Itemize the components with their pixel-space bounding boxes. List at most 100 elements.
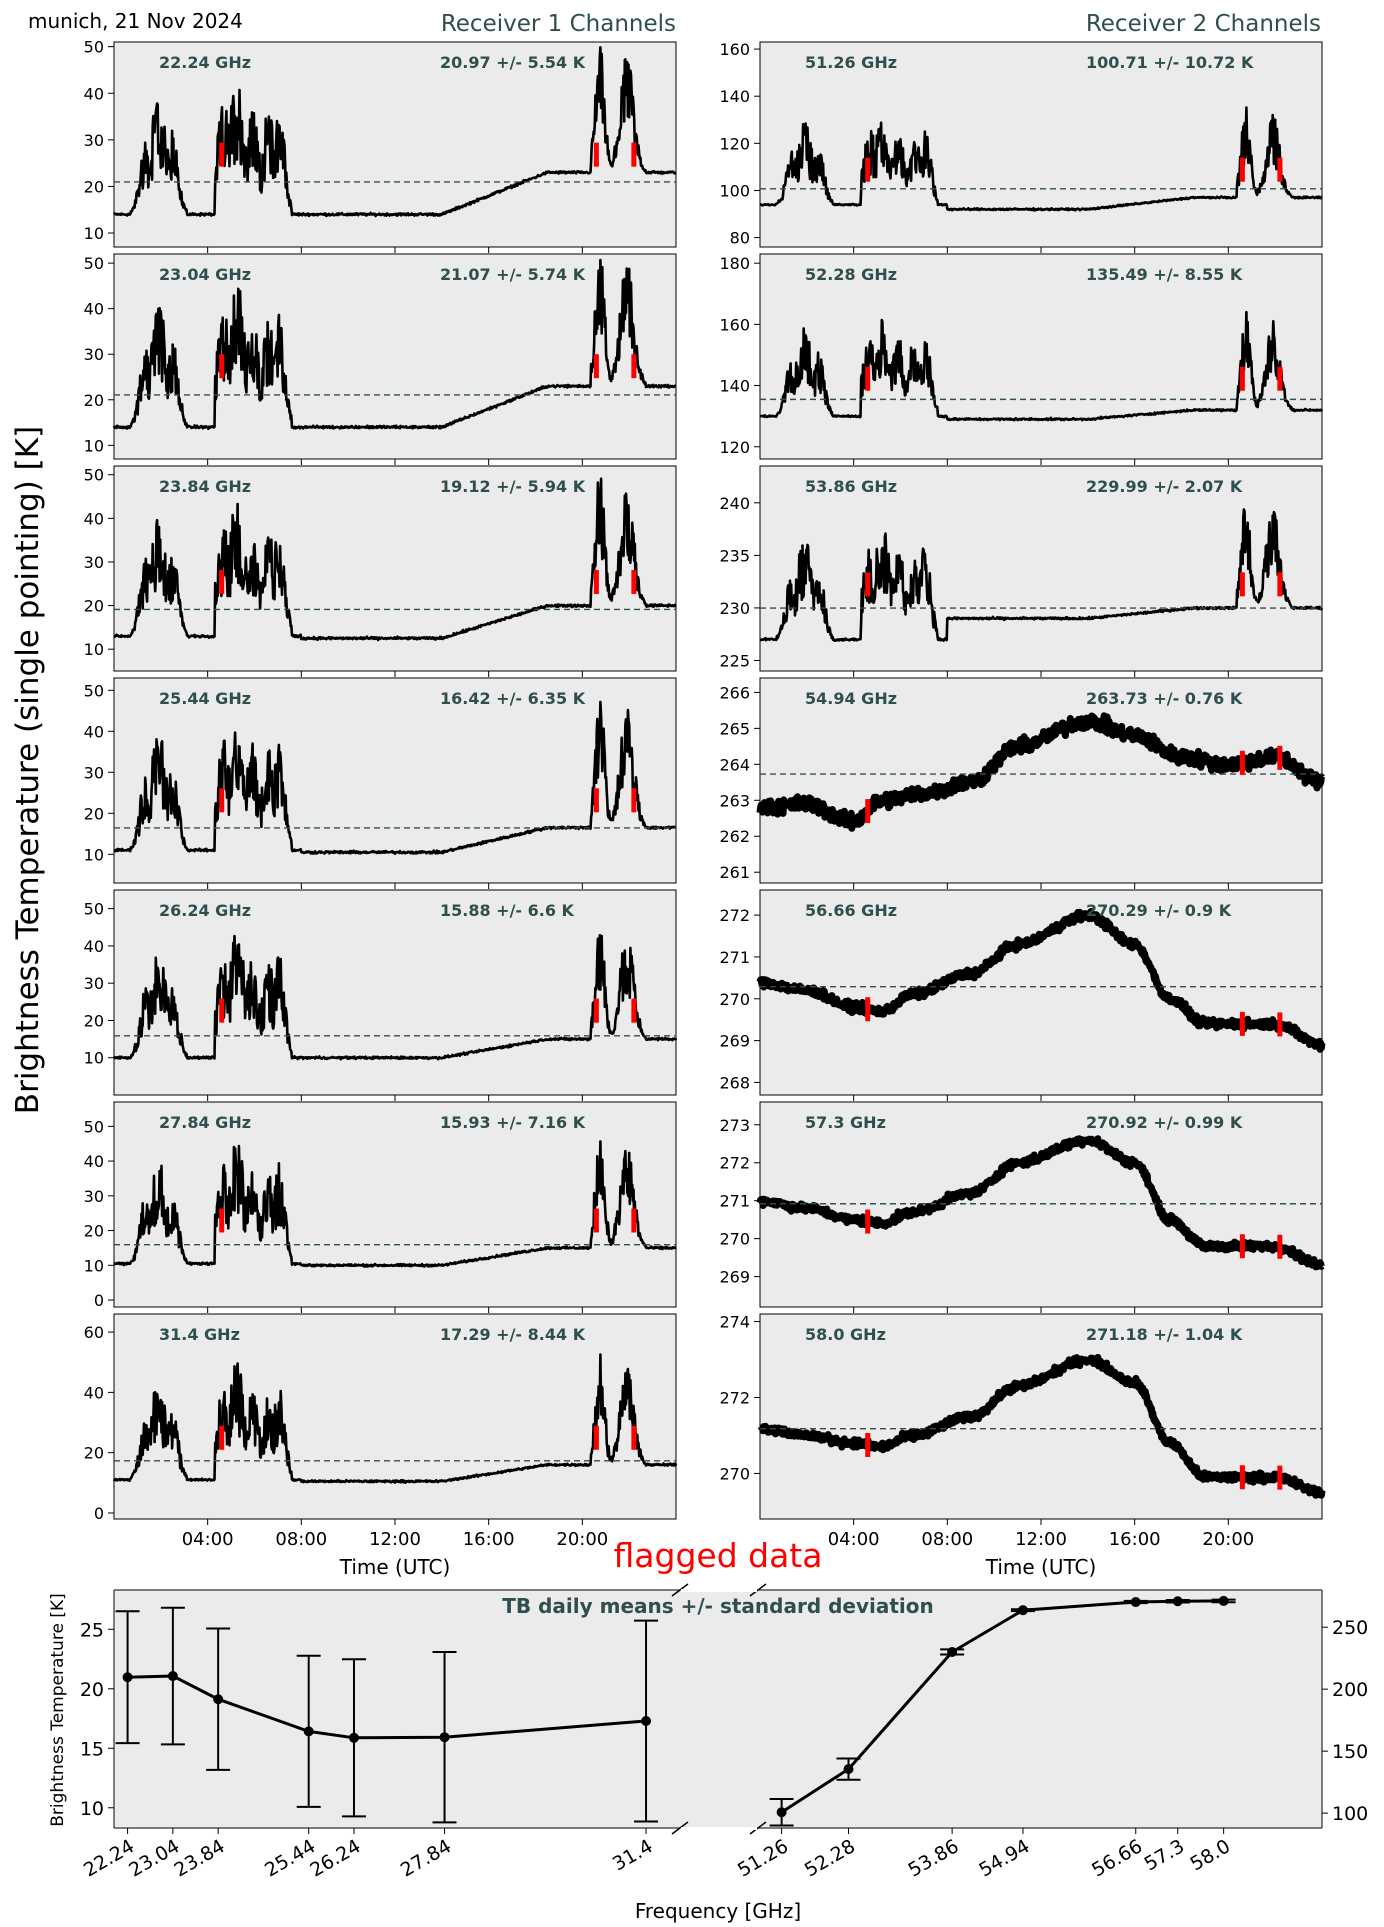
channel-stats-label: 19.12 +/- 5.94 K [440,477,586,496]
channel-frequency-label: 26.24 GHz [159,901,251,920]
channel-frequency-label: 58.0 GHz [805,1325,886,1344]
axis-break-mark [671,1821,689,1835]
y-tick-label: 100 [719,181,750,200]
channel-stats-label: 271.18 +/- 1.04 K [1086,1325,1243,1344]
y-tick-label: 40 [84,509,104,528]
channel-stats-label: 21.07 +/- 5.74 K [440,265,586,284]
panel-frame [759,1313,1323,1520]
channel-panel: 120 140 160 180 52.28 GHz 135.49 +/- 8.55 K [719,253,1324,465]
means-x-tick-label: 23.84 [171,1835,229,1881]
y-tick-label: 40 [84,300,104,319]
channel-stats-label: 270.92 +/- 0.99 K [1086,1113,1243,1132]
y-tick-label: 30 [84,974,104,993]
channel-trace [112,1353,678,1484]
panel-frame [759,253,1323,460]
station-date-label: munich, 21 Nov 2024 [28,9,243,33]
channel-panel: 0 20 40 60 04:00 08:00 12:00 16:00 20:00 31.4 GHz… [84,1313,678,1550]
channel-frequency-label: 23.84 GHz [159,477,251,496]
y-tick-label: 264 [719,755,750,774]
y-tick-label: 50 [84,254,104,273]
y-tick-label: 20 [84,1444,104,1463]
y-tick-label: 263 [719,791,750,810]
x-tick-label: 12:00 [369,1529,421,1550]
y-tick-label: 20 [84,391,104,410]
means-y-tick-label: 20 [80,1679,104,1701]
channel-panel: 80 100 120 140 160 51.26 GHz 100.71 +/- 10.72 … [719,40,1323,253]
mean-point [1017,1605,1028,1616]
mean-point [947,1646,958,1657]
means-x-tick-label: 52.28 [801,1835,859,1881]
panel-frame [113,677,677,884]
y-tick-label: 225 [719,651,750,670]
x-tick-label: 12:00 [1015,1529,1067,1550]
y-tick-label: 270 [719,1230,750,1249]
mean-point [348,1732,359,1743]
channel-trace [113,1140,677,1268]
means-xlabel: Frequency [GHz] [635,1899,801,1923]
axis-gap [681,1589,757,1592]
y-tick-label: 20 [84,597,104,616]
channel-trace [757,1354,1326,1499]
y-tick-label: 10 [84,1049,104,1068]
channel-stats-label: 263.73 +/- 0.76 K [1086,689,1243,708]
y-tick-label: 0 [94,1504,104,1523]
channel-frequency-label: 53.86 GHz [805,477,897,496]
means-y-tick-label: 25 [80,1619,104,1641]
y-tick-label: 10 [84,436,104,455]
mean-point [213,1694,224,1705]
channel-panel: 10 20 30 40 50 23.04 GHz 21.07 +/- 5.74 K [84,253,677,465]
y-tick-label: 230 [719,599,750,618]
channel-frequency-label: 25.44 GHz [159,689,251,708]
axis-break-mark [749,1821,767,1835]
panel-frame [759,1101,1323,1308]
mean-point [122,1672,133,1683]
axis-break-mark [671,1583,689,1597]
x-tick-label: 20:00 [556,1529,608,1550]
y-tick-label: 140 [719,377,750,396]
y-tick-label: 20 [84,177,104,196]
channel-frequency-label: 22.24 GHz [159,53,251,72]
panel-frame [113,1313,677,1520]
y-tick-label: 40 [84,722,104,741]
means-x-tick-label: 27.84 [397,1835,455,1881]
means-y-tick-label: 100 [1332,1803,1368,1825]
channel-panel: 10 20 30 40 50 25.44 GHz 16.42 +/- 6.35 K [84,677,677,889]
y-tick-label: 50 [84,466,104,485]
y-tick-label: 40 [84,1383,104,1402]
y-tick-label: 50 [84,681,104,700]
y-tick-label: 30 [84,553,104,572]
channel-frequency-label: 54.94 GHz [805,689,897,708]
y-tick-label: 40 [84,1152,104,1171]
channel-trace [759,508,1324,643]
y-tick-label: 0 [94,1291,104,1310]
means-x-tick-label: 56.66 [1088,1835,1146,1881]
channel-panel: 10 20 30 40 50 26.24 GHz 15.88 +/- 6.6 K [84,889,678,1101]
y-tick-label: 10 [84,845,104,864]
channel-frequency-label: 23.04 GHz [159,265,251,284]
means-plot-area [114,1590,1322,1828]
means-x-tick-label: 54.94 [975,1835,1033,1881]
y-tick-label: 20 [84,1011,104,1030]
y-tick-label: 50 [84,38,104,57]
y-tick-label: 120 [719,134,750,153]
axis-break-mark [749,1583,767,1597]
channel-stats-label: 20.97 +/- 5.54 K [440,53,586,72]
channel-frequency-label: 51.26 GHz [805,53,897,72]
mean-point [439,1732,450,1743]
y-tick-label: 266 [719,683,750,702]
y-axis-title: Brightness Temperature (single pointing)… [10,426,46,1114]
x-tick-label: 08:00 [275,1529,327,1550]
means-ylabel: Brightness Temperature [K] [48,1593,68,1826]
channel-trace [112,258,677,431]
y-tick-label: 269 [719,1032,750,1051]
x-tick-label: 16:00 [1109,1529,1161,1550]
channel-trace [113,477,677,642]
mean-point [1172,1596,1183,1607]
channel-trace [113,933,678,1061]
y-tick-label: 50 [84,900,104,919]
channel-stats-label: 270.29 +/- 0.9 K [1086,901,1232,920]
means-x-tick-label: 58.0 [1186,1835,1234,1875]
means-y-tick-label: 150 [1332,1741,1368,1763]
y-tick-label: 270 [719,990,750,1009]
